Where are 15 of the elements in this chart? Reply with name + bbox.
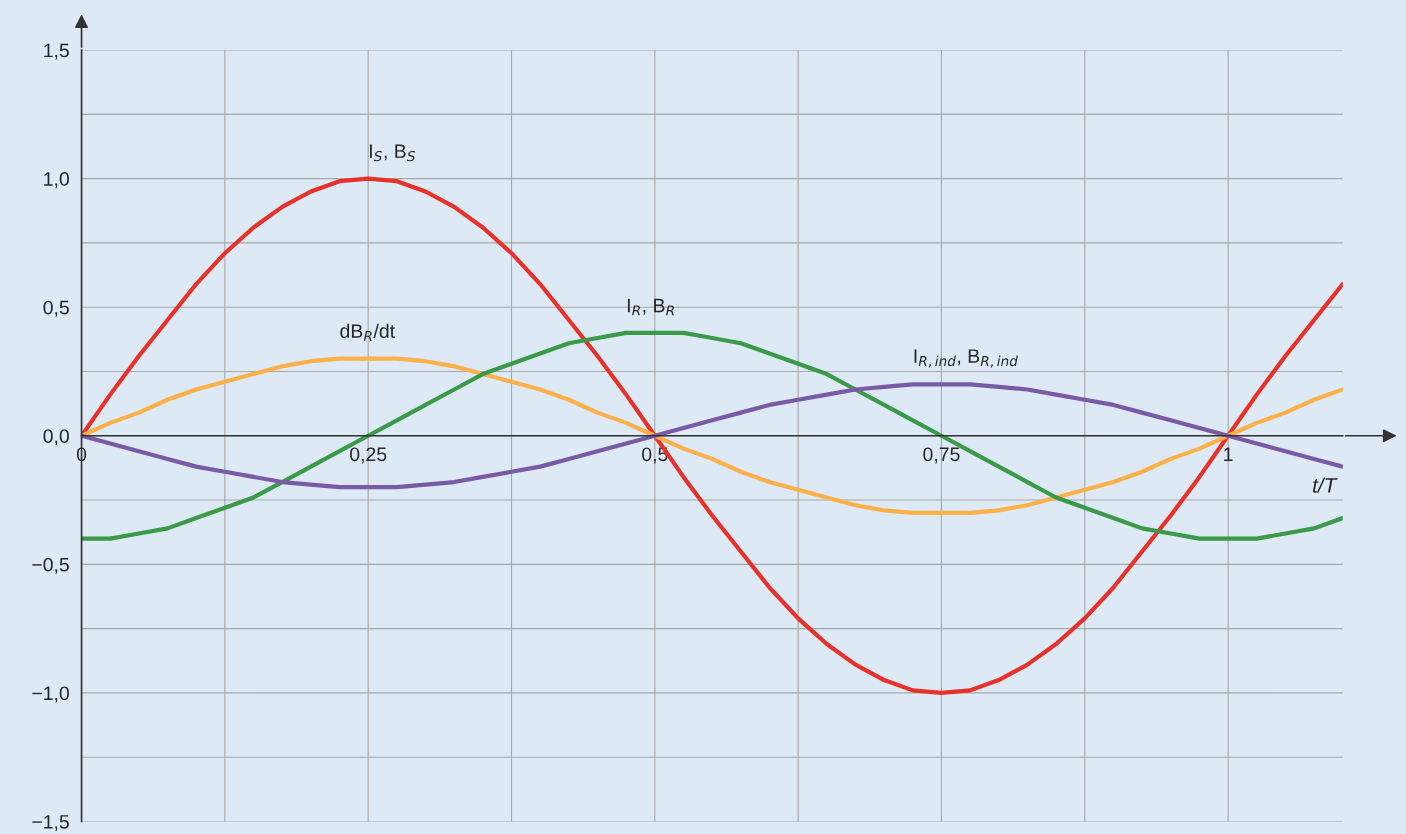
y-tick-label: −0,5 <box>32 557 69 574</box>
series-label: dB$_{R}$/dt <box>340 323 395 342</box>
y-tick-label: 0,0 <box>43 429 69 446</box>
x-tick-label: 1 <box>1224 447 1233 461</box>
series-label: I$_{R}$, B$_{R}$ <box>627 298 674 316</box>
y-tick-label: 1,5 <box>44 43 69 60</box>
x-axis-title: t/T <box>1313 477 1338 493</box>
y-tick-label: −1,0 <box>32 686 69 703</box>
series-label: I$_{R,ind}$, B$_{R,ind}$ <box>914 349 1018 368</box>
series-label: I$_{S}$, B$_{S}$ <box>369 144 416 162</box>
x-tick-label: 0,75 <box>923 447 960 464</box>
y-tick-label: 1,0 <box>44 172 69 189</box>
y-tick-label: −1,5 <box>32 815 69 832</box>
y-tick-label: 0,5 <box>43 300 69 317</box>
x-tick-label: 0,25 <box>350 447 387 464</box>
